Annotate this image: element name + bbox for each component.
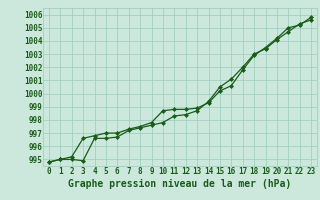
X-axis label: Graphe pression niveau de la mer (hPa): Graphe pression niveau de la mer (hPa) (68, 178, 292, 189)
